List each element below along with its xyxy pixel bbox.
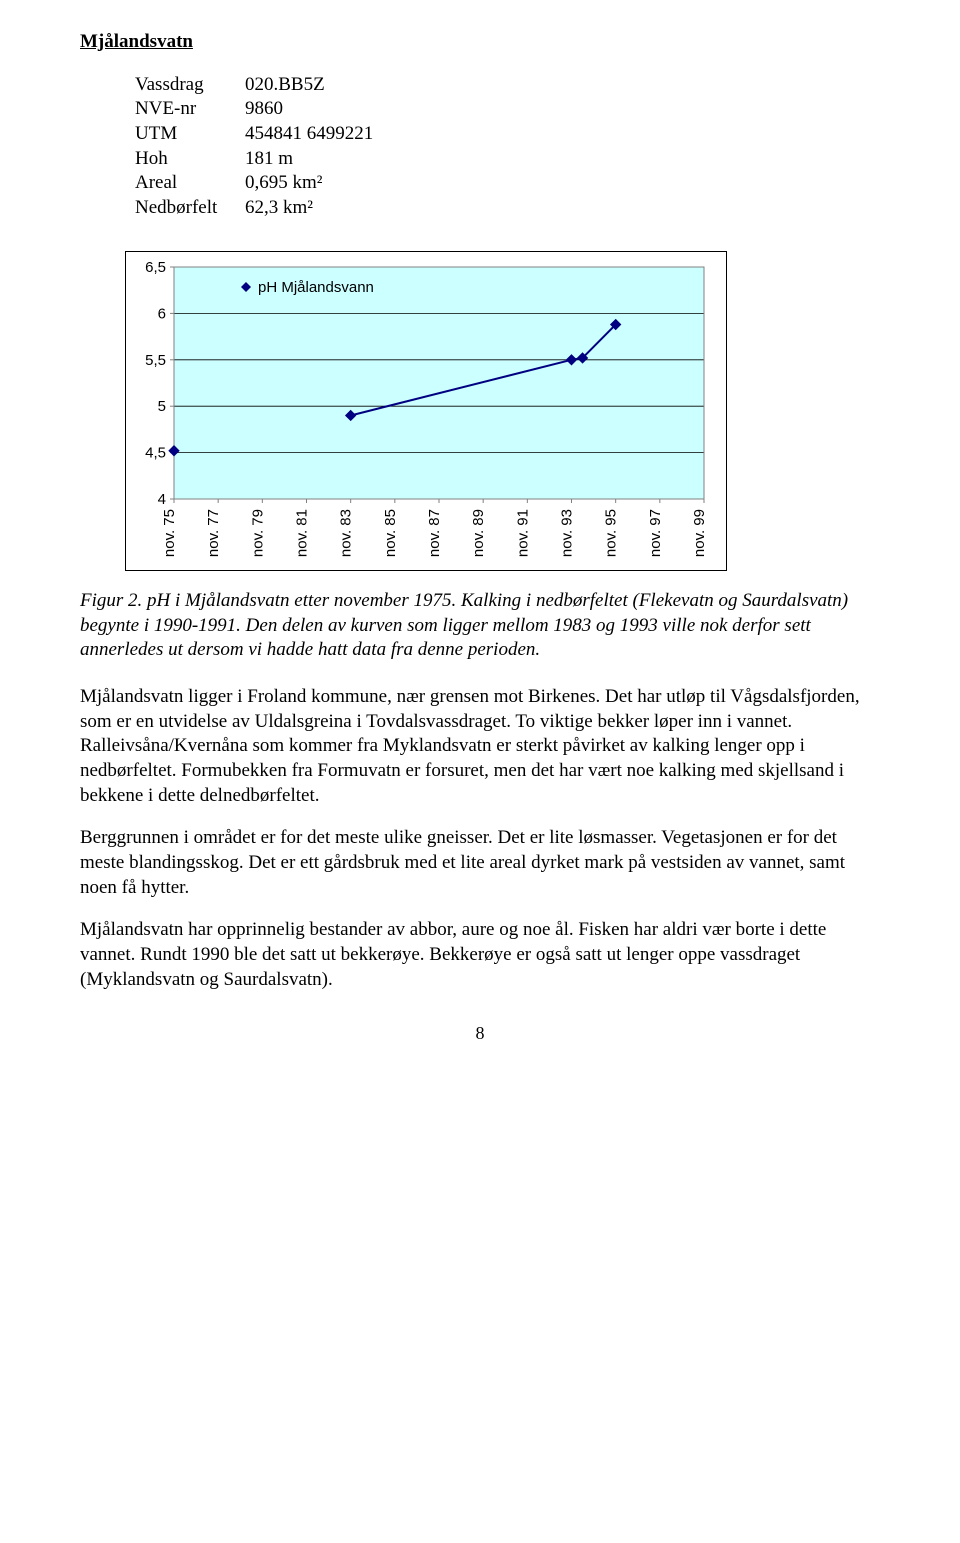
paragraph-1: Mjålandsvatn ligger i Froland kommune, n… [80,685,880,808]
info-row: Hoh181 m [135,147,880,172]
info-value: 181 m [245,147,425,172]
paragraph-3: Mjålandsvatn har opprinnelig bestander a… [80,918,880,992]
ph-chart-container: 4 4,5 5 5,5 6 6,5 nov. 75 nov. 77 nov. 79 nov. 81… [125,251,727,571]
svg-text:nov. 93: nov. 93 [559,509,576,557]
svg-text:nov. 87: nov. 87 [426,509,443,557]
info-row: NVE-nr9860 [135,97,880,122]
svg-text:5: 5 [158,398,166,415]
svg-text:nov. 95: nov. 95 [603,509,620,557]
svg-text:nov. 99: nov. 99 [691,509,708,557]
svg-text:nov. 83: nov. 83 [338,509,355,557]
chart-caption: Figur 2. pH i Mjålandsvatn etter novembe… [80,589,880,663]
svg-text:pH Mjålandsvann: pH Mjålandsvann [258,279,374,296]
svg-text:4,5: 4,5 [145,444,166,461]
svg-text:nov. 85: nov. 85 [382,509,399,557]
svg-text:6,5: 6,5 [145,259,166,276]
info-value: 0,695 km² [245,171,425,196]
svg-text:nov. 77: nov. 77 [205,509,222,557]
svg-text:4: 4 [158,491,166,508]
svg-text:nov. 91: nov. 91 [514,509,531,557]
info-value: 62,3 km² [245,196,425,221]
info-label: NVE-nr [135,97,245,122]
ph-chart-svg: 4 4,5 5 5,5 6 6,5 nov. 75 nov. 77 nov. 79 nov. 81… [126,252,724,568]
info-row: Nedbørfelt62,3 km² [135,196,880,221]
info-value: 454841 6499221 [245,122,425,147]
info-row: Areal0,695 km² [135,171,880,196]
info-label: Hoh [135,147,245,172]
svg-text:6: 6 [158,305,166,322]
svg-text:5,5: 5,5 [145,352,166,369]
info-label: Areal [135,171,245,196]
info-table: Vassdrag020.BB5ZNVE-nr9860UTM454841 6499… [135,73,880,221]
info-value: 020.BB5Z [245,73,425,98]
page-title: Mjålandsvatn [80,30,880,55]
info-row: Vassdrag020.BB5Z [135,73,880,98]
page-number: 8 [80,1022,880,1045]
info-label: UTM [135,122,245,147]
svg-text:nov. 75: nov. 75 [161,509,178,557]
svg-text:nov. 79: nov. 79 [249,509,266,557]
info-label: Vassdrag [135,73,245,98]
paragraph-2: Berggrunnen i området er for det meste u… [80,826,880,900]
svg-text:nov. 89: nov. 89 [470,509,487,557]
info-value: 9860 [245,97,425,122]
info-label: Nedbørfelt [135,196,245,221]
info-row: UTM454841 6499221 [135,122,880,147]
svg-text:nov. 81: nov. 81 [294,509,311,557]
svg-text:nov. 97: nov. 97 [647,509,664,557]
